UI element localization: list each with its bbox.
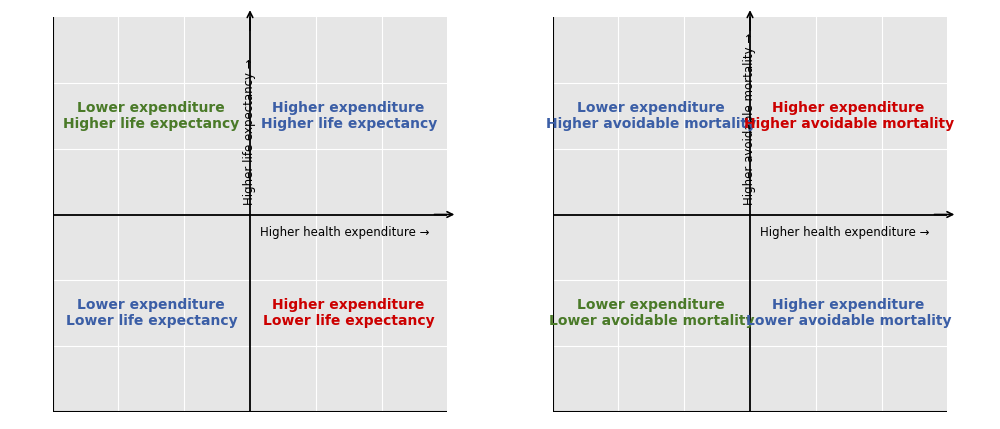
- Text: Lower expenditure
Lower avoidable mortality: Lower expenditure Lower avoidable mortal…: [549, 298, 754, 328]
- Text: Higher life expectancy →: Higher life expectancy →: [243, 58, 256, 205]
- Text: Higher expenditure
Higher avoidable mortality: Higher expenditure Higher avoidable mort…: [744, 101, 954, 131]
- Text: Lower expenditure
Lower life expectancy: Lower expenditure Lower life expectancy: [66, 298, 237, 328]
- Text: Higher expenditure
Lower life expectancy: Higher expenditure Lower life expectancy: [263, 298, 434, 328]
- Text: Higher avoidable mortality →: Higher avoidable mortality →: [744, 32, 757, 205]
- Text: Higher health expenditure →: Higher health expenditure →: [260, 227, 429, 239]
- Text: Lower expenditure
Higher avoidable mortality: Lower expenditure Higher avoidable morta…: [546, 101, 756, 131]
- Text: Higher expenditure
Higher life expectancy: Higher expenditure Higher life expectanc…: [261, 101, 437, 131]
- Text: Higher health expenditure →: Higher health expenditure →: [760, 227, 929, 239]
- Text: Higher expenditure
Lower avoidable mortality: Higher expenditure Lower avoidable morta…: [746, 298, 951, 328]
- Text: Lower expenditure
Higher life expectancy: Lower expenditure Higher life expectancy: [63, 101, 239, 131]
